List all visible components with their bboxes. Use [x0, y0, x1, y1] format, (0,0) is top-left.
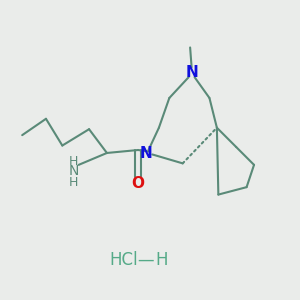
Text: N: N: [68, 164, 79, 178]
Text: H: H: [156, 251, 168, 269]
Text: N: N: [140, 146, 153, 161]
Text: O: O: [132, 176, 145, 191]
Text: —: —: [137, 251, 154, 269]
Text: N: N: [185, 64, 198, 80]
Text: HCl: HCl: [109, 251, 138, 269]
Text: H: H: [69, 155, 78, 168]
Text: H: H: [69, 176, 78, 189]
